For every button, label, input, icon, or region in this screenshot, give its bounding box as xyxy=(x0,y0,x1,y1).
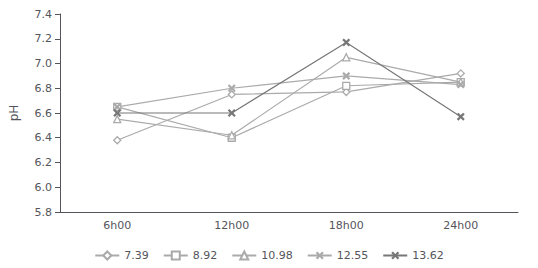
svg-text:6h00: 6h00 xyxy=(103,219,131,232)
svg-text:5.8: 5.8 xyxy=(35,206,53,219)
svg-text:7.0: 7.0 xyxy=(35,57,53,70)
svg-text:10.98: 10.98 xyxy=(261,249,293,262)
svg-text:6.6: 6.6 xyxy=(35,107,53,120)
svg-text:13.62: 13.62 xyxy=(412,249,444,262)
svg-text:7.39: 7.39 xyxy=(124,249,149,262)
svg-text:8.92: 8.92 xyxy=(193,249,218,262)
svg-text:12h00: 12h00 xyxy=(214,219,249,232)
svg-text:pH: pH xyxy=(7,105,21,122)
svg-text:6.8: 6.8 xyxy=(35,82,53,95)
svg-text:18h00: 18h00 xyxy=(329,219,364,232)
svg-text:7.2: 7.2 xyxy=(35,32,53,45)
svg-text:12.55: 12.55 xyxy=(337,249,369,262)
svg-text:6.4: 6.4 xyxy=(35,131,53,144)
svg-text:6.0: 6.0 xyxy=(35,181,53,194)
svg-text:7.4: 7.4 xyxy=(35,8,53,21)
svg-text:6.2: 6.2 xyxy=(35,156,53,169)
svg-text:24h00: 24h00 xyxy=(443,219,478,232)
